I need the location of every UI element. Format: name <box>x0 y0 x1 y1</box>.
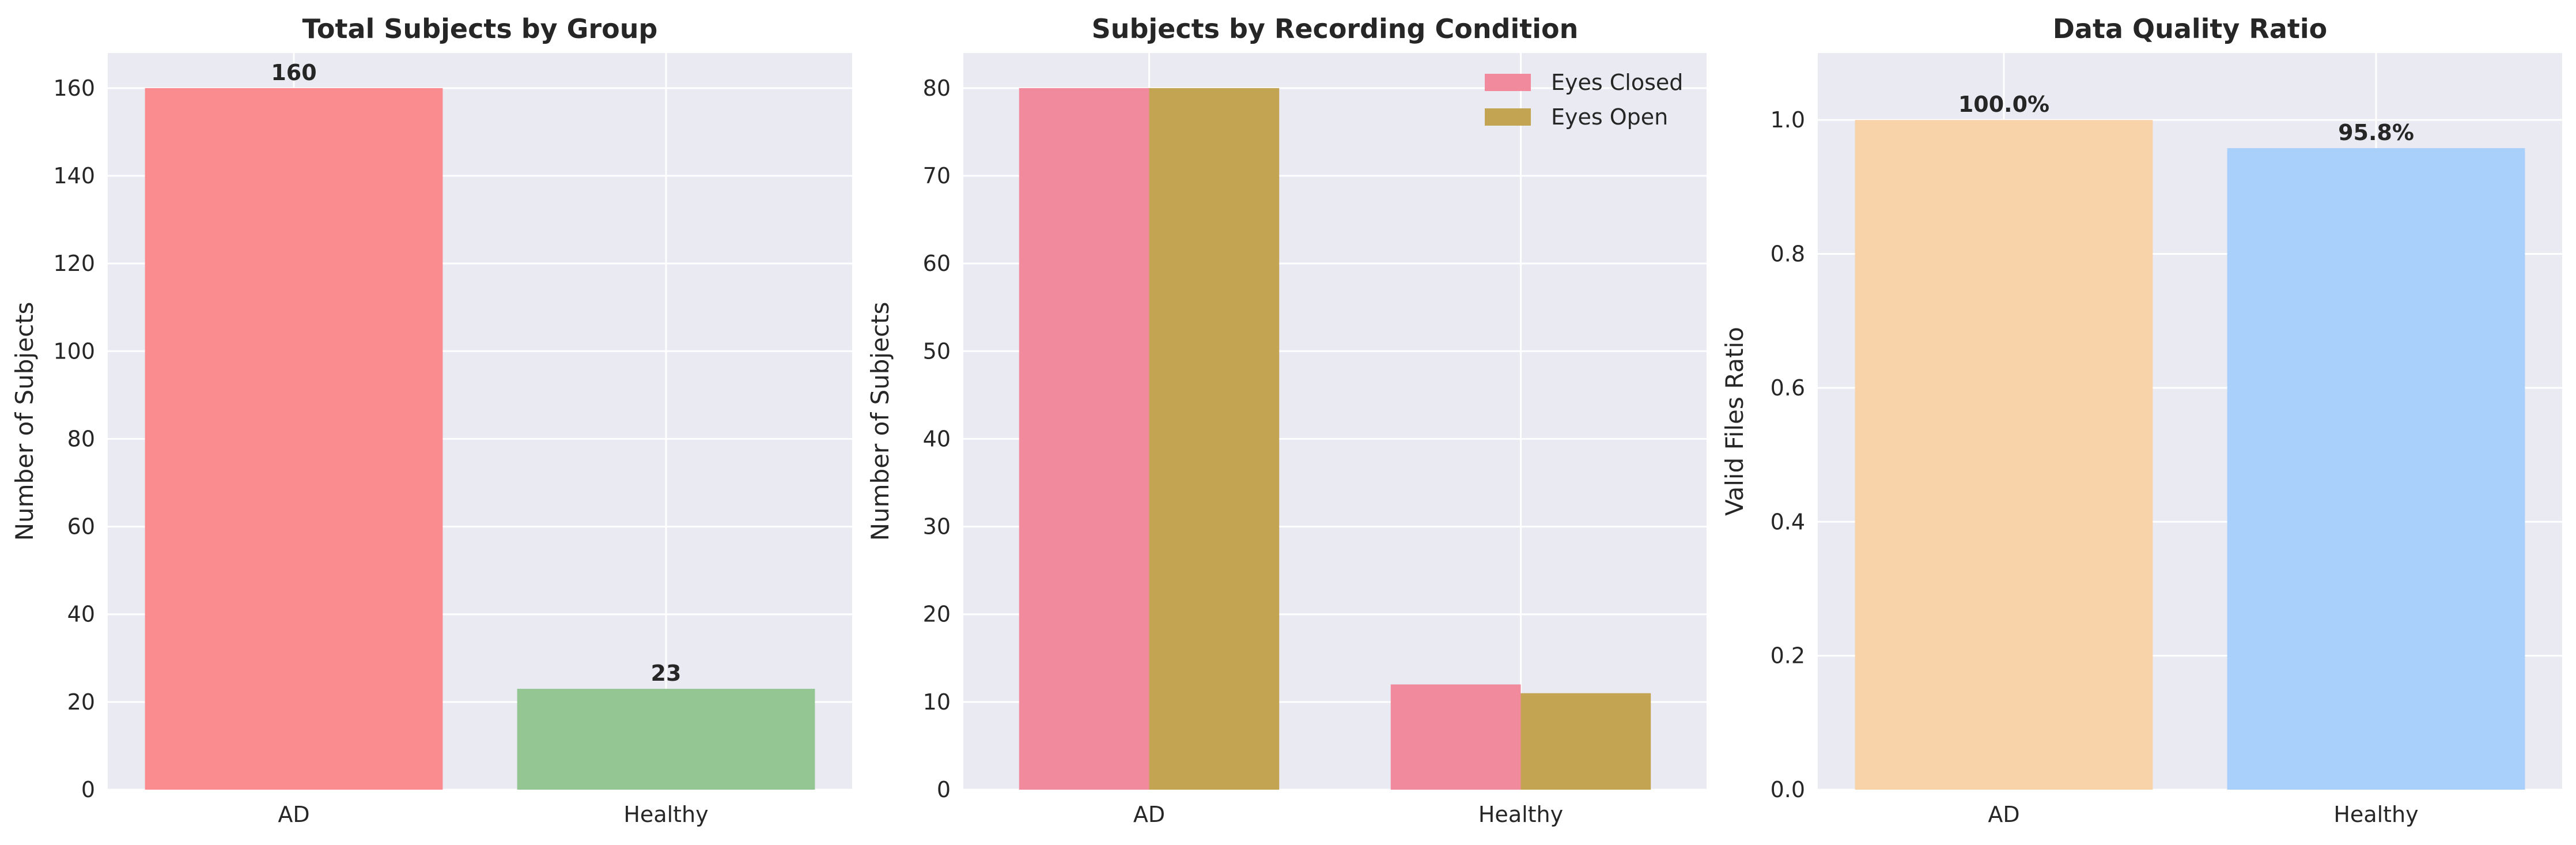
data-label-healthy: 95.8% <box>2338 120 2414 145</box>
bars <box>1855 120 2525 790</box>
x-tick-label: Healthy <box>2333 802 2418 827</box>
bar-ad <box>1855 120 2153 790</box>
y-tick-label: 0 <box>937 777 951 802</box>
x-tick-label: AD <box>1988 802 2019 827</box>
bar-healthy <box>2227 148 2525 790</box>
x-tick-labels: AD Healthy <box>1988 802 2418 827</box>
y-tick-label: 0.8 <box>1771 242 1805 267</box>
y-axis-label: Number of Subjects <box>866 302 894 541</box>
bar-healthy <box>517 689 815 790</box>
bar-eyes-open-ad <box>1149 88 1280 790</box>
y-axis-label: Number of Subjects <box>10 302 39 541</box>
legend: Eyes Closed Eyes Open <box>1485 70 1683 130</box>
data-label-healthy: 23 <box>651 661 682 686</box>
y-tick-label: 100 <box>53 338 95 364</box>
bar-ad <box>145 88 443 790</box>
y-tick-label: 0.2 <box>1771 643 1805 669</box>
data-label-ad: 100.0% <box>1958 92 2049 117</box>
y-tick-label: 20 <box>923 602 951 627</box>
x-tick-label: Healthy <box>1478 802 1563 827</box>
bars <box>1019 88 1651 790</box>
legend-label-eyes-open: Eyes Open <box>1551 104 1668 130</box>
x-tick-labels: AD Healthy <box>1133 802 1563 827</box>
y-tick-label: 40 <box>67 602 95 627</box>
chart-title: Data Quality Ratio <box>2053 13 2328 44</box>
bars <box>145 88 815 790</box>
y-tick-label: 0.0 <box>1771 777 1805 802</box>
y-tick-labels: 0 20 40 60 80 100 120 140 160 <box>53 76 95 802</box>
y-tick-label: 70 <box>923 163 951 188</box>
bar-eyes-open-healthy <box>1520 693 1651 790</box>
data-labels: 160 23 <box>271 60 681 686</box>
y-tick-label: 20 <box>67 689 95 715</box>
x-tick-label: AD <box>278 802 309 827</box>
data-label-ad: 160 <box>271 60 316 85</box>
chart-title: Subjects by Recording Condition <box>1092 13 1579 44</box>
y-tick-label: 80 <box>923 76 951 101</box>
data-labels: 100.0% 95.8% <box>1958 92 2414 145</box>
y-axis-label: Valid Files Ratio <box>1720 327 1749 516</box>
y-tick-label: 10 <box>923 689 951 715</box>
chart-panel-data-quality: 0.0 0.2 0.4 0.6 0.8 1.0 AD Healthy 100.0% 95.8%… <box>1720 13 2562 827</box>
legend-swatch-eyes-open <box>1485 108 1531 126</box>
y-tick-labels: 0.0 0.2 0.4 0.6 0.8 1.0 <box>1771 107 1805 802</box>
y-tick-label: 80 <box>67 426 95 451</box>
legend-label-eyes-closed: Eyes Closed <box>1551 70 1683 95</box>
y-tick-label: 120 <box>53 251 95 276</box>
x-tick-labels: AD Healthy <box>278 802 708 827</box>
bar-eyes-closed-healthy <box>1390 684 1521 790</box>
y-tick-label: 0.6 <box>1771 375 1805 401</box>
y-tick-label: 50 <box>923 338 951 364</box>
y-tick-label: 40 <box>923 426 951 451</box>
legend-swatch-eyes-closed <box>1485 74 1531 91</box>
y-tick-label: 140 <box>53 163 95 188</box>
y-tick-label: 160 <box>53 76 95 101</box>
y-tick-label: 0 <box>81 777 95 802</box>
y-tick-label: 60 <box>67 514 95 540</box>
chart-panel-recording-condition: 0 10 20 30 40 50 60 70 80 AD Healthy Subjects by … <box>866 13 1707 827</box>
x-tick-label: AD <box>1133 802 1165 827</box>
y-tick-label: 30 <box>923 514 951 540</box>
y-tick-label: 60 <box>923 251 951 276</box>
x-tick-label: Healthy <box>623 802 708 827</box>
y-tick-labels: 0 10 20 30 40 50 60 70 80 <box>923 76 951 802</box>
y-tick-label: 0.4 <box>1771 509 1805 534</box>
chart-panel-total-subjects: 0 20 40 60 80 100 120 140 160 AD Healthy 160 23 To… <box>10 13 852 827</box>
chart-title: Total Subjects by Group <box>302 13 658 44</box>
y-tick-label: 1.0 <box>1771 107 1805 133</box>
bar-eyes-closed-ad <box>1019 88 1149 790</box>
